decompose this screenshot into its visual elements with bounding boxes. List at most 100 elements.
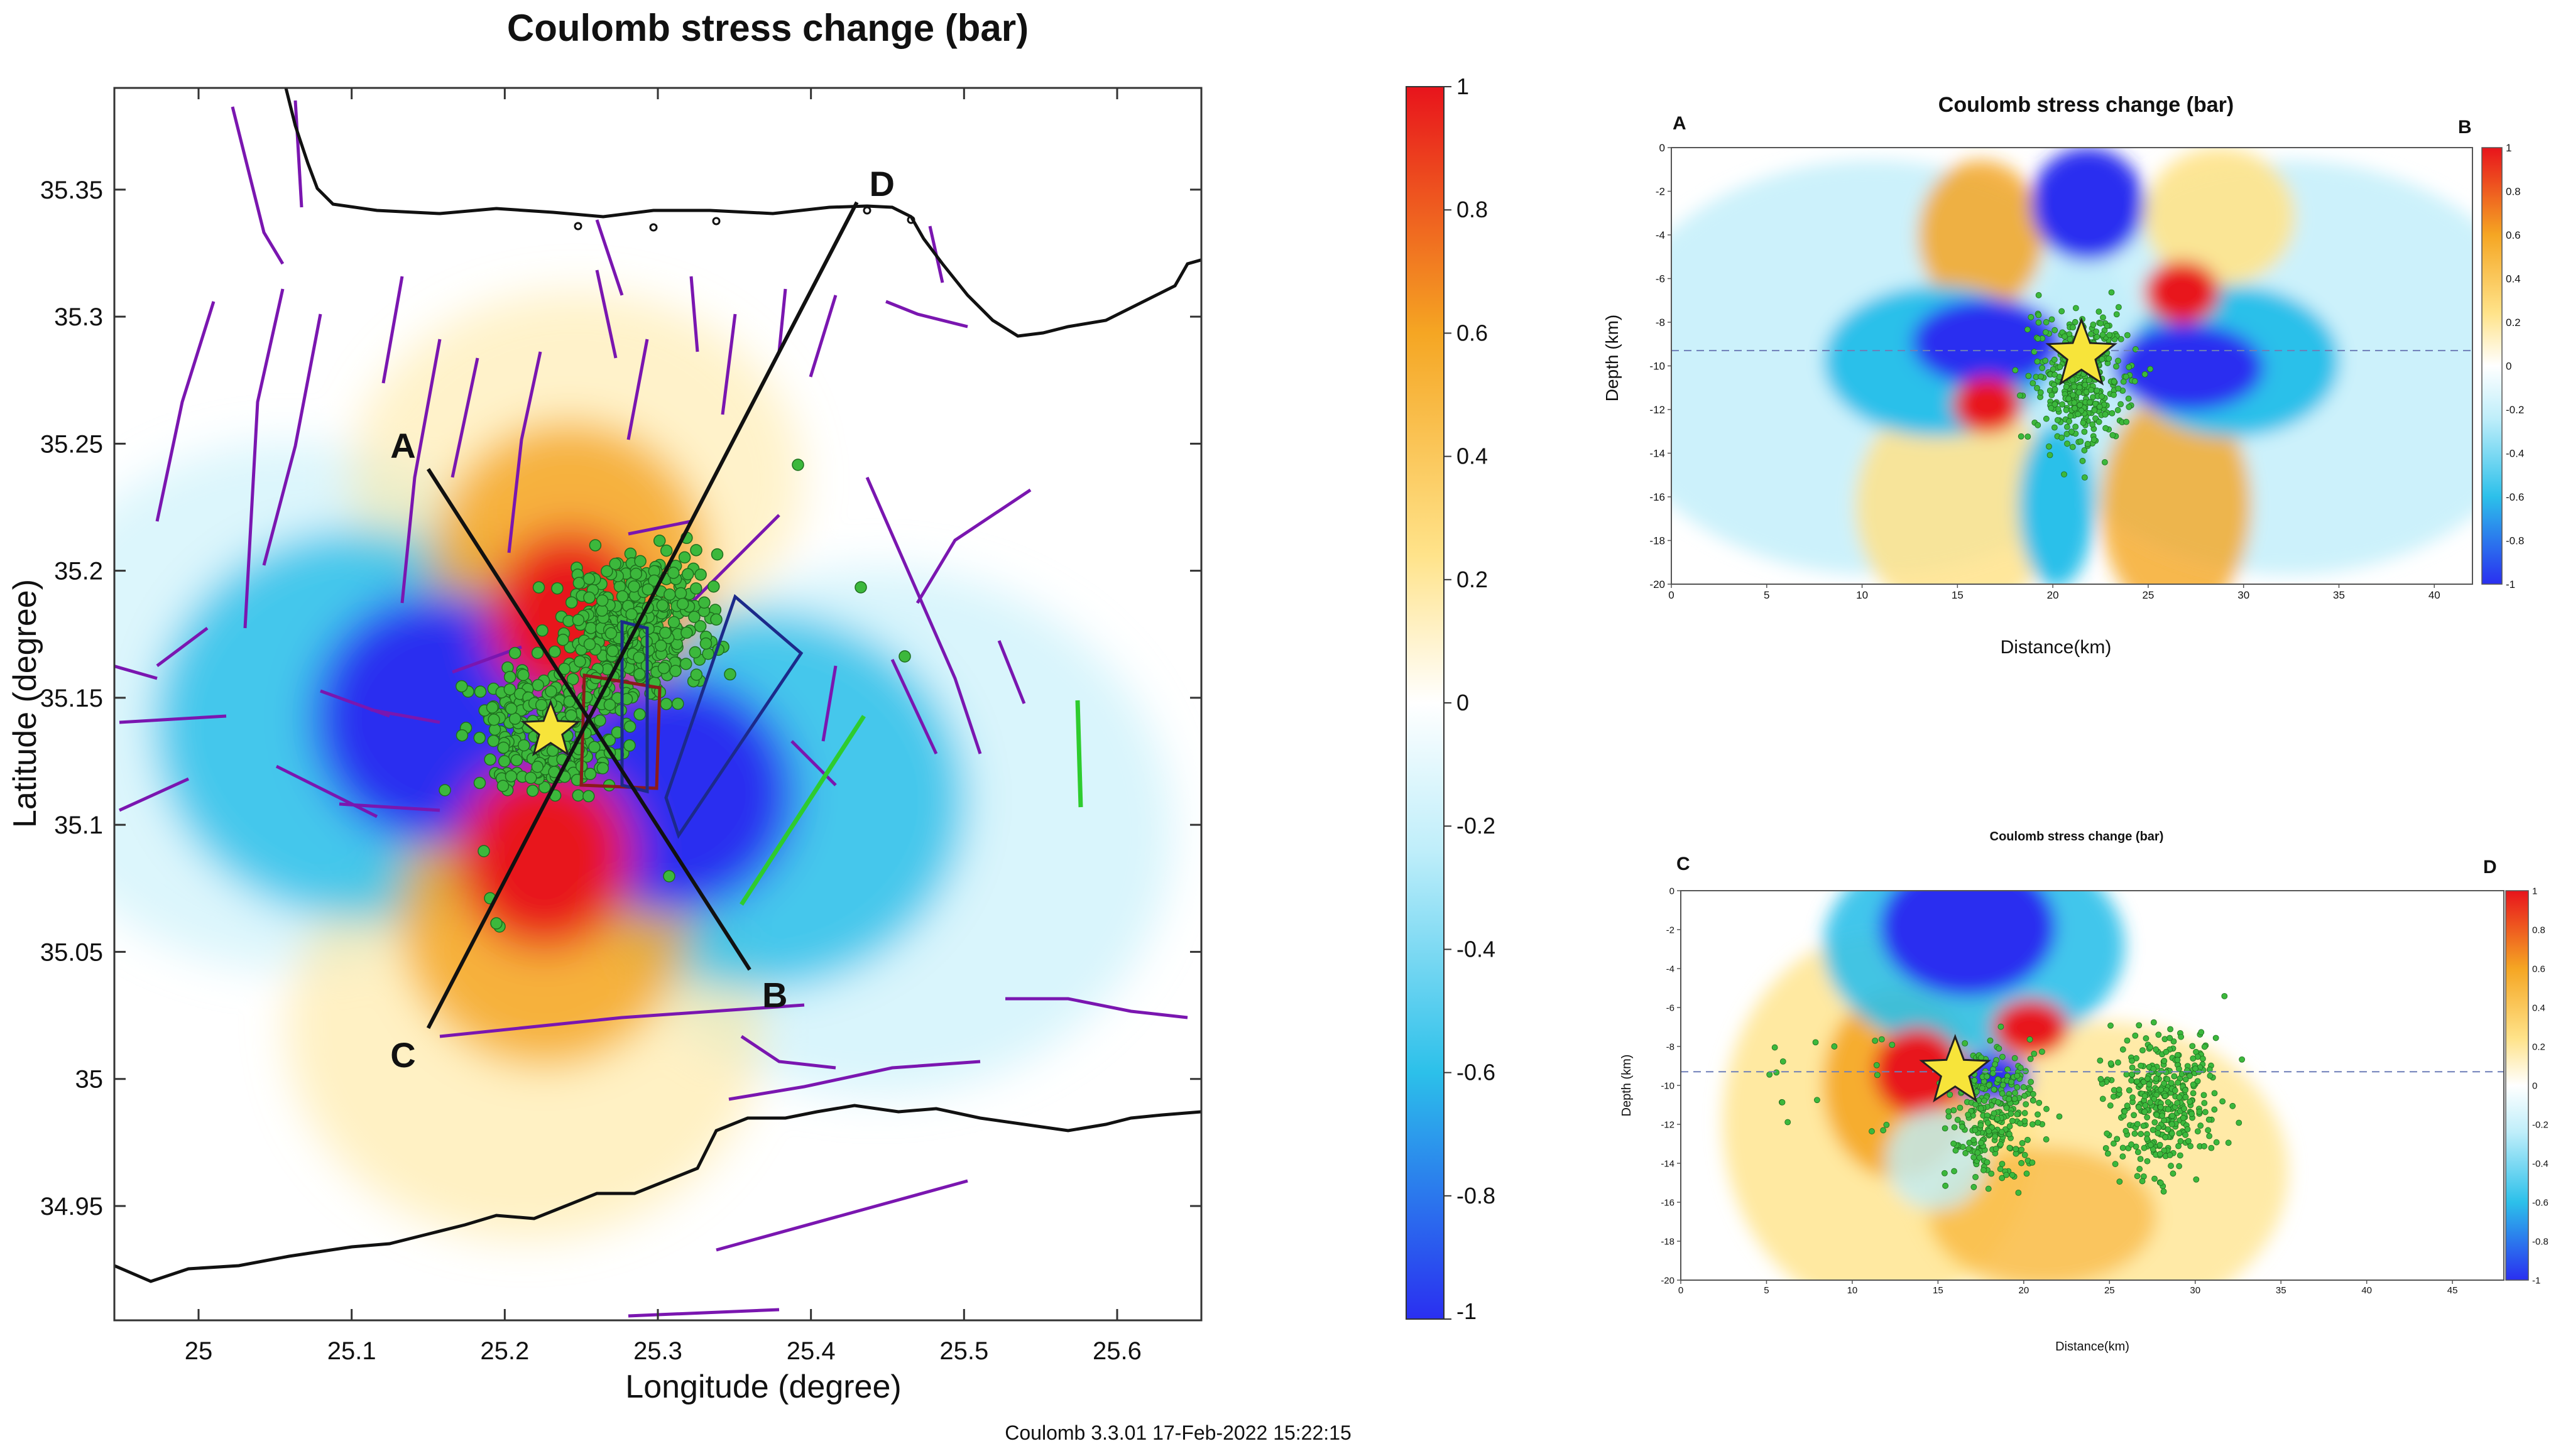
fault-trace <box>677 514 780 617</box>
earthquake-marker <box>2097 1057 2104 1064</box>
earthquake-marker <box>535 698 548 712</box>
earthquake-marker <box>2155 1124 2162 1131</box>
earthquake-marker <box>2194 1128 2201 1135</box>
earthquake-marker <box>2025 372 2032 379</box>
earthquake-marker <box>2104 1150 2111 1157</box>
section-ab-axes: 0 5 10 15 20 25 30 35 40 0 -2 -4 -6 -8 -10 -12 -14 -16 -18… <box>1649 142 2440 601</box>
earthquake-marker <box>1831 1043 1838 1050</box>
earthquake-marker <box>2125 395 2132 402</box>
earthquake-marker <box>2093 329 2100 335</box>
section-x-tick-label: 20 <box>2047 589 2059 601</box>
earthquake-marker <box>2153 1046 2160 1053</box>
earthquake-marker <box>1998 1129 2005 1136</box>
earthquake-marker <box>1945 1108 1952 1115</box>
earthquake-marker <box>2192 1065 2199 1072</box>
section-x-tick-label: 10 <box>1847 1285 1858 1296</box>
earthquake-marker <box>2200 1092 2207 1099</box>
earthquake-marker <box>2056 1113 2063 1120</box>
earthquake-marker <box>656 599 669 612</box>
fault-trace <box>339 802 440 812</box>
earthquake-marker <box>2171 1073 2178 1080</box>
earthquake-marker <box>2206 1133 2213 1139</box>
earthquake-marker <box>2211 1090 2218 1097</box>
earthquake-marker <box>1952 1147 1959 1154</box>
earthquake-marker <box>2129 1057 2135 1064</box>
earthquake-marker <box>625 608 638 621</box>
map-colorbar <box>1406 86 1445 1320</box>
earthquake-marker <box>2141 1144 2148 1151</box>
earthquake-marker <box>2124 1102 2131 1109</box>
colorbar-tick-label: -0.6 <box>1456 1060 1495 1085</box>
earthquake-marker <box>583 591 596 604</box>
earthquake-marker <box>690 582 702 595</box>
section-ab-colorbar-ticks: 1 0.8 0.6 0.4 0.2 0 -0.2 -0.4 -0.6 -0.8 -1 <box>2506 142 2524 590</box>
earthquake-marker <box>2163 1048 2170 1055</box>
earthquake-marker <box>1984 1119 1991 1126</box>
earthquake-marker <box>2051 327 2058 334</box>
map-y-axis-label: Latitude (degree) <box>7 579 43 828</box>
colorbar-tick-label: 0.4 <box>1456 443 1488 469</box>
earthquake-marker <box>2213 1139 2220 1146</box>
earthquake-marker <box>2003 1105 2010 1111</box>
earthquake-marker <box>2164 1076 2171 1083</box>
earthquake-marker <box>2131 378 2138 384</box>
section-colorbar-tick-label: 0.4 <box>2532 1002 2545 1013</box>
earthquake-marker <box>2043 1136 2050 1143</box>
map-y-tick-label: 35.15 <box>40 685 103 712</box>
fault-trace <box>626 339 649 440</box>
earthquake-marker <box>498 755 511 768</box>
earthquake-marker <box>2144 1114 2151 1121</box>
earthquake-marker <box>2006 1123 2013 1130</box>
earthquake-marker <box>2161 1147 2168 1154</box>
earthquake-marker <box>572 614 585 626</box>
earthquake-marker <box>2071 383 2077 390</box>
fault-trace <box>275 764 378 818</box>
earthquake-marker <box>2058 308 2065 315</box>
fault-trace <box>595 219 624 296</box>
earthquake-marker <box>2116 304 2122 310</box>
section-cd-colorbar <box>2505 890 2529 1281</box>
section-colorbar-tick-label: -0.8 <box>2532 1236 2548 1247</box>
earthquake-marker <box>2087 399 2093 406</box>
earthquake-marker <box>2119 1153 2126 1160</box>
earthquake-marker <box>623 720 636 733</box>
section-x-tick-label: 45 <box>2447 1285 2458 1296</box>
earthquake-marker <box>2107 1102 2114 1109</box>
earthquake-marker <box>2018 433 2024 440</box>
earthquake-marker <box>1957 1104 1964 1111</box>
map-y-tick-label: 35.05 <box>40 938 103 966</box>
earthquake-marker <box>664 588 676 601</box>
earthquake-marker <box>508 646 522 660</box>
fault-trace <box>777 288 787 352</box>
field-core-south <box>456 762 633 951</box>
earthquake-marker <box>1980 1167 1987 1173</box>
earthquake-marker <box>1873 1062 1880 1068</box>
earthquake-marker <box>2174 1100 2180 1106</box>
earthquake-marker <box>2229 1102 2236 1109</box>
map-x-tick-label: 25.1 <box>327 1337 376 1365</box>
map-x-tick-label: 25.2 <box>480 1337 529 1365</box>
earthquake-marker <box>2110 1093 2117 1100</box>
earthquake-marker <box>2122 1127 2129 1134</box>
section-ab-title: Coulomb stress change (bar) <box>1938 93 2234 117</box>
map-stress-field <box>114 291 1173 1240</box>
colorbar-tick-label: 0.2 <box>1456 567 1488 592</box>
map-y-tick-label: 35 <box>75 1066 104 1094</box>
earthquake-marker <box>2015 1189 2022 1196</box>
earthquake-marker <box>2063 406 2070 413</box>
earthquake-marker <box>2051 386 2058 393</box>
earthquake-marker <box>2043 1106 2050 1112</box>
earthquake-marker <box>2039 364 2046 371</box>
map-y-tick-label: 35.1 <box>54 812 103 839</box>
section-y-tick-label: -4 <box>1666 964 1674 974</box>
earthquake-marker <box>2212 1035 2219 1041</box>
earthquake-marker <box>2029 1121 2036 1127</box>
earthquake-marker <box>1996 1045 2002 1052</box>
earthquake-marker <box>2165 1126 2171 1133</box>
earthquake-marker <box>2162 1134 2169 1141</box>
section-colorbar-tick-label: 1 <box>2506 142 2511 154</box>
earthquake-marker <box>2102 411 2109 418</box>
earthquake-marker <box>2219 1098 2226 1105</box>
earthquake-marker <box>1999 1082 2006 1089</box>
earthquake-marker <box>1992 1133 1999 1140</box>
